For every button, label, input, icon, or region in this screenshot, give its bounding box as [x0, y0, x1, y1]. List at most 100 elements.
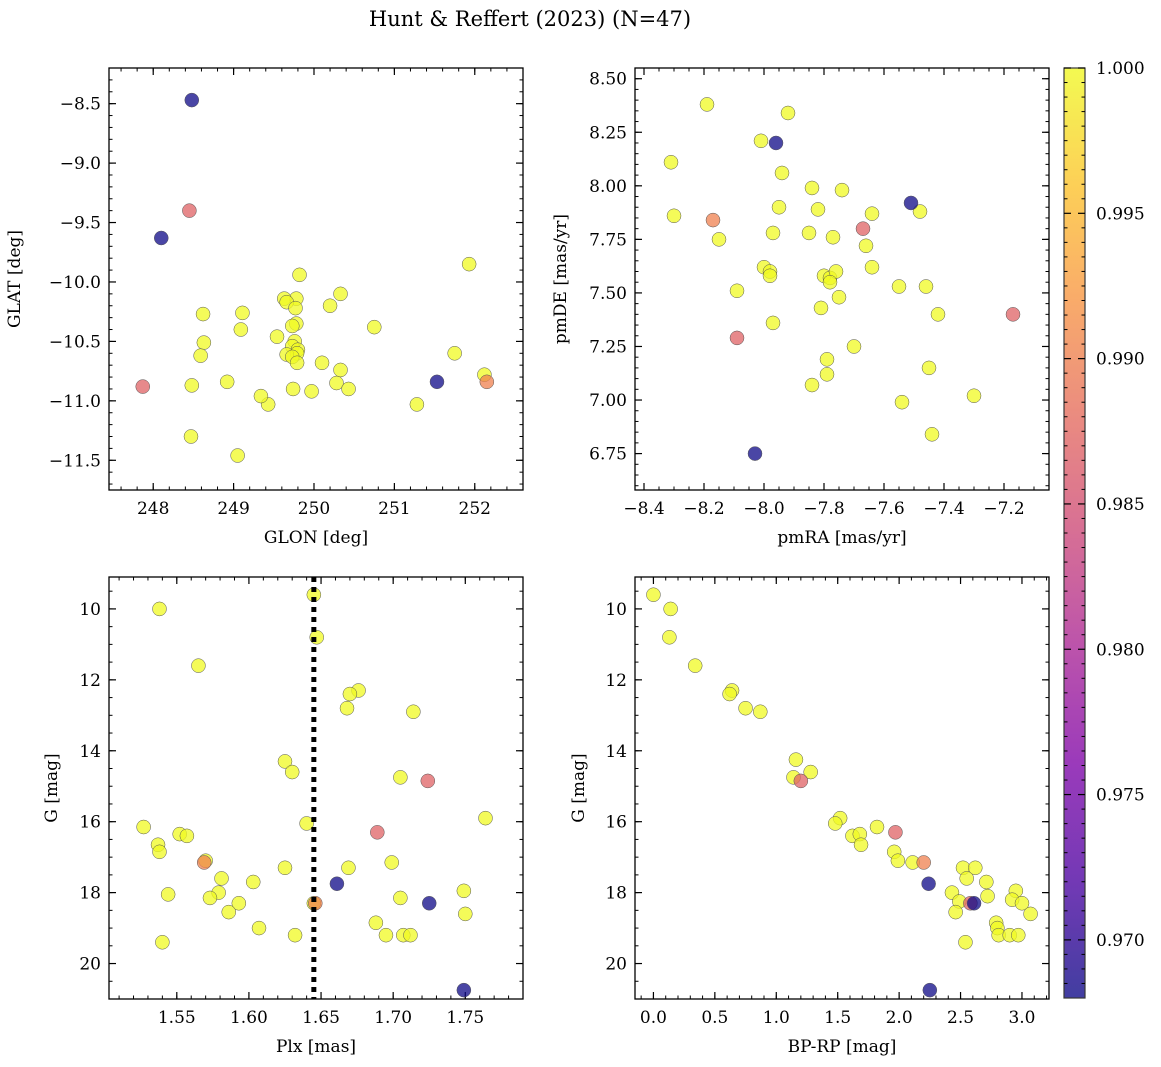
y-tick-label: 6.75	[589, 445, 627, 465]
x-axis-label: pmRA [mas/yr]	[777, 528, 906, 548]
data-point	[916, 855, 931, 870]
data-point	[289, 355, 305, 371]
data-point	[869, 819, 885, 835]
data-point	[333, 362, 348, 378]
data-point	[753, 133, 769, 149]
data-point	[765, 315, 781, 331]
y-tick-label: −8.5	[60, 95, 101, 115]
y-tick-label: 7.25	[589, 337, 627, 357]
data-point	[980, 888, 995, 904]
data-point	[966, 896, 982, 911]
data-point	[314, 355, 330, 371]
data-point	[429, 374, 445, 390]
data-point	[864, 206, 880, 221]
data-point	[768, 135, 784, 151]
data-point	[890, 853, 906, 868]
data-point	[231, 896, 247, 911]
data-point	[819, 367, 835, 382]
data-point	[958, 935, 973, 950]
data-point	[322, 298, 338, 313]
data-point	[182, 203, 197, 218]
data-point	[966, 388, 982, 403]
data-point	[341, 381, 356, 397]
data-point	[855, 221, 871, 236]
x-tick-label: 0.5	[701, 1008, 728, 1028]
y-tick-label: 10	[79, 600, 101, 620]
y-tick-label: 8.25	[589, 123, 627, 143]
data-point	[329, 375, 344, 391]
panel-pmra-pmde: −8.4 −8.2 −8.0 −7.8 −7.6 −7.4 −7.2 6.75 7.00 7.25…	[551, 67, 1050, 548]
data-point	[285, 318, 300, 334]
data-point	[341, 860, 356, 876]
data-point	[831, 289, 847, 305]
data-point	[196, 335, 212, 350]
data-point	[287, 927, 303, 943]
colorbar: 0.970 0.975 0.980 0.985 0.990 0.995 1.000	[1063, 59, 1145, 999]
y-tick-label: 7.75	[589, 230, 627, 250]
data-point	[333, 286, 348, 302]
colorbar-tick-label: 0.990	[1096, 350, 1145, 370]
y-tick-label: −11.0	[49, 392, 101, 412]
x-tick-label: 2.5	[947, 1008, 974, 1028]
x-tick-label: 248	[137, 499, 169, 519]
data-point	[753, 704, 768, 720]
colorbar-tick-label: 0.995	[1096, 204, 1145, 224]
data-point	[646, 587, 661, 602]
y-tick-label: 20	[79, 955, 101, 975]
data-point	[329, 876, 345, 891]
data-point	[288, 300, 303, 316]
data-point	[687, 658, 703, 673]
y-tick-label: −11.5	[49, 451, 101, 471]
data-point	[968, 860, 983, 876]
y-axis-label: GLAT [deg]	[5, 230, 25, 328]
y-tick-label: 7.50	[589, 284, 627, 304]
data-point	[292, 267, 307, 283]
data-point	[774, 165, 790, 181]
data-point	[277, 754, 293, 769]
data-point	[894, 394, 910, 410]
data-point	[903, 195, 919, 211]
data-point	[793, 773, 809, 789]
data-point	[478, 810, 493, 826]
data-point	[183, 429, 199, 444]
data-point	[699, 97, 715, 112]
data-point	[705, 212, 721, 228]
data-point	[284, 764, 300, 780]
data-point	[339, 700, 355, 716]
data-point	[456, 883, 472, 899]
data-point	[801, 225, 817, 241]
data-point	[136, 819, 151, 835]
x-tick-label: −7.8	[803, 499, 844, 519]
y-tick-label: 16	[79, 813, 101, 833]
x-tick-label: −7.2	[983, 499, 1024, 519]
data-point	[202, 890, 218, 906]
x-tick-label: 1.70	[374, 1008, 412, 1028]
data-point	[447, 346, 462, 361]
data-point	[253, 388, 269, 404]
data-point	[853, 837, 869, 852]
data-point	[277, 860, 293, 876]
data-point	[780, 105, 796, 121]
x-tick-label: 1.60	[230, 1008, 268, 1028]
data-point	[788, 752, 804, 767]
x-axis-label: GLON [deg]	[264, 528, 368, 548]
data-point	[184, 378, 200, 393]
figure-title: Hunt & Reffert (2023) (N=47)	[369, 7, 691, 31]
y-tick-label: 18	[79, 884, 101, 904]
data-point	[179, 828, 195, 844]
data-point	[762, 268, 778, 284]
data-point	[922, 982, 938, 998]
data-point	[825, 229, 841, 245]
data-point	[921, 360, 937, 376]
data-point	[666, 208, 682, 224]
x-tick-label: 3.0	[1008, 1008, 1035, 1028]
data-point	[155, 935, 170, 950]
data-point	[930, 307, 946, 322]
data-point	[269, 329, 285, 344]
data-point	[918, 279, 934, 294]
data-point	[959, 871, 974, 886]
data-point	[864, 259, 880, 275]
data-point	[152, 601, 167, 617]
x-tick-label: 2.0	[886, 1008, 913, 1028]
